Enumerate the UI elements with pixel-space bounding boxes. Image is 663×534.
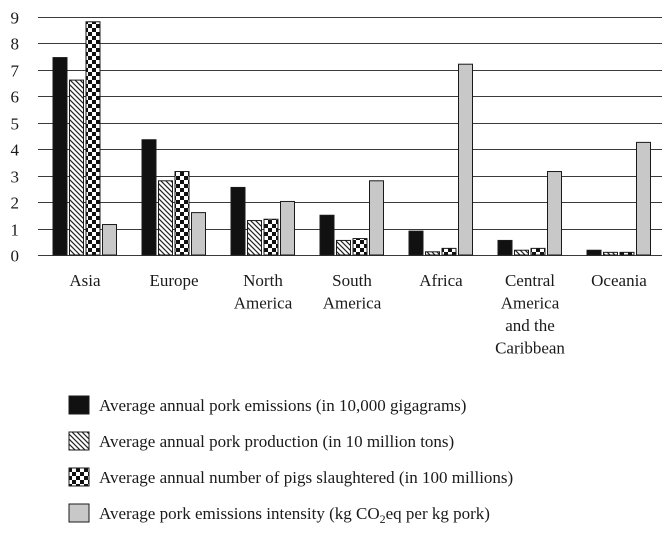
bar [141,139,157,256]
bar [408,230,424,256]
y-tick-label: 6 [11,88,20,107]
bar [603,251,618,256]
legend-label: Average annual pork emissions (in 10,000… [99,396,466,415]
bar [497,239,513,256]
legend-label: Average annual number of pigs slaughtere… [99,468,513,487]
category-label: Europe [149,271,198,290]
y-tick-label: 4 [11,141,20,160]
bar [547,171,562,256]
bar [441,247,457,256]
legend-swatch [68,467,90,487]
bar [102,224,117,256]
category-label: Oceania [591,271,647,290]
y-tick-label: 1 [11,221,20,240]
y-tick-label: 5 [11,115,20,134]
bar [52,57,68,256]
x-axis-categories: Asia Europe North America South America Africa… [69,271,647,358]
bar [174,171,190,256]
bar [230,186,246,256]
category-label: South America [323,271,382,313]
legend-swatch [68,503,90,523]
bar [191,212,206,256]
bar [458,63,473,256]
bar [619,251,635,256]
bar [425,251,440,256]
gridlines [38,17,662,256]
legend: Average annual pork emissions (in 10,000… [68,395,513,526]
y-tick-label: 8 [11,35,20,54]
bar [530,247,546,256]
legend-swatch [68,431,90,451]
bar [85,21,101,256]
legend-label: Average pork emissions intensity (kg CO2… [99,504,490,526]
y-axis-ticks: 0 1 2 3 4 5 6 7 8 9 [11,9,20,266]
bar [319,214,335,256]
bar [336,239,351,256]
bars [52,21,651,256]
y-tick-label: 7 [11,62,20,81]
legend-label: Average annual pork production (in 10 mi… [99,432,454,451]
category-label: North America [234,271,293,313]
category-label: Africa [419,271,463,290]
bar [280,200,295,256]
y-tick-label: 2 [11,194,20,213]
bar [263,218,279,256]
bar [352,238,368,256]
bar [586,249,602,256]
category-label: Central America and the Caribbean [495,271,565,358]
bar [158,180,173,256]
y-tick-label: 3 [11,168,20,187]
bar [636,141,651,256]
y-tick-label: 9 [11,9,20,28]
legend-swatch [68,395,90,415]
category-label: Asia [69,271,101,290]
y-tick-label: 0 [11,247,20,266]
bar [514,249,529,256]
bar [69,79,84,256]
bar [369,180,384,256]
bar [247,220,262,256]
